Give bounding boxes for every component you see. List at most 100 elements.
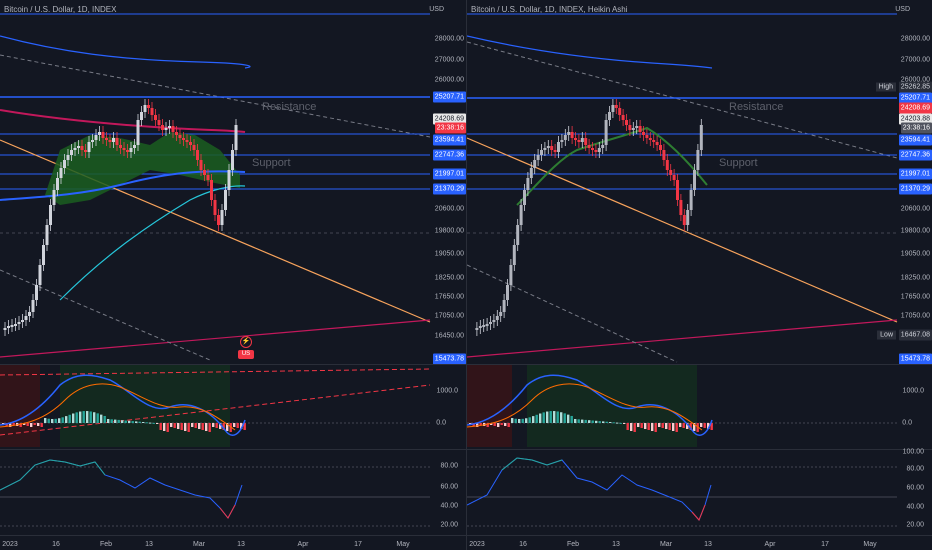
candle-body [210, 180, 213, 200]
candle-body [227, 170, 231, 190]
pane-separator[interactable] [467, 449, 932, 450]
rsi-tick: 60.00 [906, 484, 924, 492]
candle-body [70, 150, 73, 155]
date-tick: 17 [354, 541, 362, 548]
macd-bar [110, 419, 113, 423]
candle-body [563, 135, 567, 140]
rsi-line-low [219, 504, 236, 519]
macd-bar [679, 423, 682, 427]
support-annotation: Support [719, 157, 758, 169]
time-axis-right[interactable]: 2023 16 Feb 13 Mar 13 Apr 17 May [467, 535, 932, 550]
candle-body [489, 322, 492, 324]
low-label: Low [877, 330, 896, 340]
macd-bar [602, 421, 605, 423]
macd-bar [689, 423, 692, 430]
macd-bar [518, 418, 521, 423]
level-tag-21370: 21370.29 [898, 183, 932, 195]
price-axis-left[interactable]: 28000.00 27000.00 26000.00 20600.00 1980… [432, 0, 466, 550]
price-tick: 19050.00 [900, 250, 930, 258]
macd-bar [521, 418, 524, 423]
candle-body [98, 132, 101, 135]
countdown-tag: 23:38:16 [900, 122, 932, 134]
signal-line [467, 383, 703, 431]
event-badge-lightning[interactable]: ⚡ [240, 336, 252, 348]
candle-body [108, 140, 112, 142]
candle-body [682, 215, 686, 225]
candle-body [676, 180, 679, 200]
candle-body [150, 108, 154, 115]
macd-bar [236, 423, 239, 428]
macd-bg-green [527, 365, 697, 447]
macd-bar [560, 412, 563, 423]
macd-pane-left[interactable] [0, 365, 430, 450]
macd-bar [616, 422, 619, 424]
macd-bar [598, 421, 601, 423]
candle-body [220, 210, 224, 225]
candle-body [482, 325, 486, 327]
candle-body [231, 150, 234, 170]
macd-bar [535, 414, 538, 423]
macd-bar [233, 423, 236, 427]
level-tag-21997: 21997.01 [898, 168, 932, 180]
candle-body [224, 190, 227, 210]
pane-separator[interactable] [467, 364, 932, 365]
chart-pane-left[interactable]: Bitcoin / U.S. Dollar, 1D, INDEX USD Res… [0, 0, 466, 550]
candle-body [140, 112, 143, 120]
macd-bar [479, 423, 482, 425]
high-label: High [875, 82, 896, 92]
support-annotation: Support [252, 157, 291, 169]
macd-bar [96, 413, 99, 423]
macd-bar [128, 420, 131, 423]
price-chart-right[interactable] [467, 0, 932, 550]
rsi-pane-right[interactable] [467, 450, 897, 535]
rsi-tick: 100.00 [902, 448, 924, 456]
candle-body [577, 140, 581, 142]
candle-body [631, 128, 635, 130]
candle-body [24, 316, 28, 320]
pane-separator[interactable] [0, 449, 466, 450]
candle-body [621, 115, 625, 120]
macd-bar [166, 423, 169, 432]
level-tag-21370: 21370.29 [432, 183, 466, 195]
macd-bar [570, 415, 573, 423]
time-axis-left[interactable]: 2023 16 Feb 13 Mar 13 Apr 17 May [0, 535, 466, 550]
high-price-tag: 25262.85 [898, 81, 932, 93]
macd-bar [668, 423, 671, 430]
price-tick: 28000.00 [900, 35, 930, 43]
macd-bar [177, 423, 180, 429]
candle-body [587, 145, 591, 148]
countdown-tag: 23:38:16 [434, 122, 466, 134]
macd-bar [675, 423, 678, 432]
chart-pane-right[interactable]: Bitcoin / U.S. Dollar, 1D, INDEX, Heikin… [466, 0, 932, 550]
candle-body [7, 326, 10, 328]
price-tick: 27000.00 [434, 56, 464, 64]
macd-bar [686, 423, 689, 429]
macd-bar [497, 423, 500, 427]
rsi-pane-left[interactable] [0, 450, 430, 535]
candle-body [669, 170, 673, 175]
macd-bar [33, 423, 36, 425]
event-badge-flag[interactable]: US [238, 350, 254, 359]
macd-bar [637, 423, 640, 427]
candle-body [546, 146, 550, 148]
price-chart-left[interactable] [0, 0, 466, 550]
candle-body [506, 285, 509, 300]
pane-separator[interactable] [0, 364, 466, 365]
macd-bar [9, 423, 12, 427]
macd-bar [644, 423, 647, 429]
macd-bar [476, 423, 479, 427]
macd-bar [693, 423, 696, 431]
macd-bar [672, 423, 675, 431]
macd-bar [486, 423, 489, 427]
price-tick: 17650.00 [434, 293, 464, 301]
candle-body [77, 146, 80, 148]
candle-body [485, 324, 489, 326]
candle-body [574, 138, 577, 140]
macd-bar [44, 418, 47, 423]
price-axis-right[interactable]: 28000.00 27000.00 26000.00 20600.00 1980… [898, 0, 932, 550]
price-tick: 19050.00 [434, 250, 464, 258]
candle-body [526, 178, 530, 190]
candle-body [112, 138, 115, 142]
macd-pane-right[interactable] [467, 365, 897, 450]
macd-bar [556, 411, 559, 423]
